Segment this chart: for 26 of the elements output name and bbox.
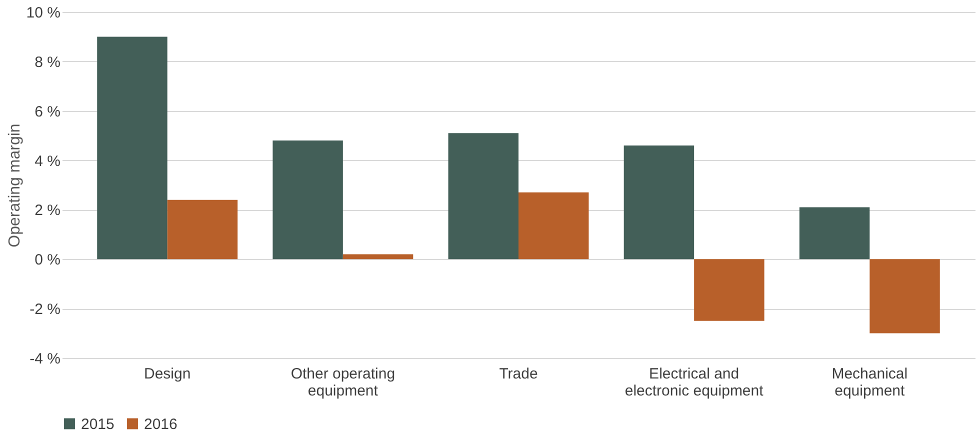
x-tick-label: Other operating equipment [290,366,396,400]
y-tick-label: 10 % [26,4,60,22]
bar [624,145,694,260]
y-tick-label: 2 % [34,202,60,220]
y-tick-label: 0 % [34,252,60,269]
bar [694,259,764,321]
x-tick-label: Design [144,366,191,382]
bar [448,133,518,260]
y-axis-title: Operating margin [6,124,24,248]
bar [97,36,168,260]
x-tick-label: Mechanical equipment [832,366,908,400]
legend-label: 2016 [144,416,178,433]
x-tick-label: Electrical and electronic equipment [624,366,764,400]
bar [272,140,343,260]
y-tick-label: -2 % [30,301,60,318]
bar [518,192,589,260]
bar [870,259,940,334]
x-tick-label: Trade [499,366,538,382]
y-tick-label: 8 % [34,54,60,71]
y-tick-label: 6 % [34,103,60,120]
bar [342,254,414,260]
y-tick-label: -4 % [30,350,60,368]
bar [167,200,238,260]
y-tick-label: 4 % [34,152,60,170]
bar [799,207,870,260]
legend-label: 2015 [81,416,114,433]
